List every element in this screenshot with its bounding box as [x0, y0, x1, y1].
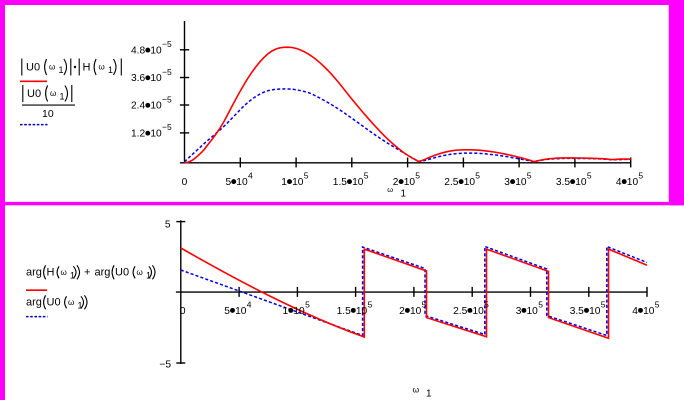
svg-text:5: 5	[364, 171, 369, 181]
svg-text:2: 2	[393, 177, 399, 188]
svg-text:10: 10	[356, 306, 368, 317]
svg-text:−5: −5	[159, 360, 171, 371]
svg-text:4: 4	[616, 177, 622, 188]
svg-text:1: 1	[78, 300, 83, 310]
svg-text:1.5: 1.5	[337, 306, 351, 317]
svg-text:10: 10	[464, 177, 476, 188]
svg-text:arg: arg	[95, 267, 111, 279]
svg-text:1: 1	[281, 177, 287, 188]
svg-text:U0: U0	[27, 88, 41, 100]
svg-text:10: 10	[235, 306, 247, 317]
svg-text:−5: −5	[162, 94, 172, 104]
svg-text:2: 2	[399, 306, 405, 317]
svg-text:ω: ω	[137, 268, 143, 277]
svg-text:3.5: 3.5	[570, 306, 584, 317]
svg-text:3.5: 3.5	[556, 177, 570, 188]
svg-text:10: 10	[404, 177, 416, 188]
svg-text:3.6: 3.6	[131, 73, 145, 84]
svg-text:U0: U0	[47, 297, 61, 309]
svg-text:1: 1	[146, 270, 151, 280]
svg-text:−5: −5	[162, 39, 172, 49]
svg-text:0: 0	[182, 177, 188, 188]
svg-text:5: 5	[304, 171, 309, 181]
svg-text:U0: U0	[26, 62, 40, 74]
svg-text:10: 10	[150, 129, 162, 140]
svg-text:H: H	[83, 62, 91, 74]
svg-text:ω: ω	[387, 185, 393, 194]
svg-text:3: 3	[504, 177, 510, 188]
svg-text:5: 5	[305, 299, 310, 309]
svg-text:+: +	[84, 267, 90, 279]
svg-text:4: 4	[247, 299, 252, 309]
svg-text:4: 4	[632, 306, 638, 317]
svg-text:U0: U0	[115, 267, 129, 279]
svg-text:ω: ω	[68, 298, 74, 307]
svg-text:5: 5	[538, 299, 543, 309]
svg-text:ω: ω	[61, 268, 67, 277]
svg-text:1.5: 1.5	[333, 177, 347, 188]
svg-text:10: 10	[352, 177, 364, 188]
svg-text:5: 5	[655, 299, 660, 309]
svg-text:10: 10	[575, 177, 587, 188]
svg-text:10: 10	[473, 306, 485, 317]
svg-text:10: 10	[589, 306, 601, 317]
svg-text:0: 0	[180, 306, 186, 317]
svg-text:10: 10	[292, 177, 304, 188]
svg-text:2.5: 2.5	[453, 306, 467, 317]
svg-text:5: 5	[484, 299, 489, 309]
svg-text:2.5: 2.5	[444, 177, 458, 188]
svg-text:5: 5	[527, 171, 532, 181]
svg-text:1: 1	[283, 306, 289, 317]
svg-text:10: 10	[515, 177, 527, 188]
svg-text:1: 1	[60, 92, 65, 102]
svg-text:1: 1	[59, 65, 64, 75]
svg-text:2.4: 2.4	[131, 101, 145, 112]
svg-text:1: 1	[426, 388, 432, 399]
svg-text:10: 10	[410, 306, 422, 317]
svg-text:5: 5	[638, 171, 643, 181]
svg-text:−5: −5	[162, 122, 172, 132]
svg-text:5: 5	[415, 171, 420, 181]
svg-text:10: 10	[527, 306, 539, 317]
svg-text:10: 10	[42, 108, 54, 120]
svg-text:5: 5	[422, 299, 427, 309]
svg-text:4: 4	[248, 171, 253, 181]
svg-text:ω: ω	[99, 63, 105, 72]
svg-text:5: 5	[601, 299, 606, 309]
svg-text:5: 5	[224, 306, 230, 317]
svg-text:ω: ω	[49, 63, 55, 72]
svg-text:5: 5	[475, 171, 480, 181]
svg-text:H: H	[47, 267, 55, 279]
svg-text:1: 1	[401, 189, 407, 200]
svg-text:5: 5	[165, 220, 171, 231]
svg-text:1: 1	[70, 270, 75, 280]
svg-text:5: 5	[587, 171, 592, 181]
svg-text:3: 3	[516, 306, 522, 317]
svg-text:ω: ω	[50, 89, 56, 98]
svg-text:4.8: 4.8	[131, 46, 145, 57]
svg-text:1.2: 1.2	[131, 129, 145, 140]
svg-text:10: 10	[643, 306, 655, 317]
svg-text:1: 1	[108, 65, 113, 75]
svg-text:ω: ω	[413, 384, 420, 394]
svg-text:−5: −5	[162, 67, 172, 77]
svg-text:5: 5	[368, 299, 373, 309]
svg-text:arg: arg	[26, 267, 42, 279]
svg-text:10: 10	[150, 46, 162, 57]
svg-text:10: 10	[150, 73, 162, 84]
svg-text:10: 10	[627, 177, 639, 188]
svg-text:5: 5	[226, 177, 232, 188]
svg-text:10: 10	[293, 306, 305, 317]
svg-text:arg: arg	[26, 297, 42, 309]
svg-text:10: 10	[236, 177, 248, 188]
svg-text:10: 10	[150, 101, 162, 112]
